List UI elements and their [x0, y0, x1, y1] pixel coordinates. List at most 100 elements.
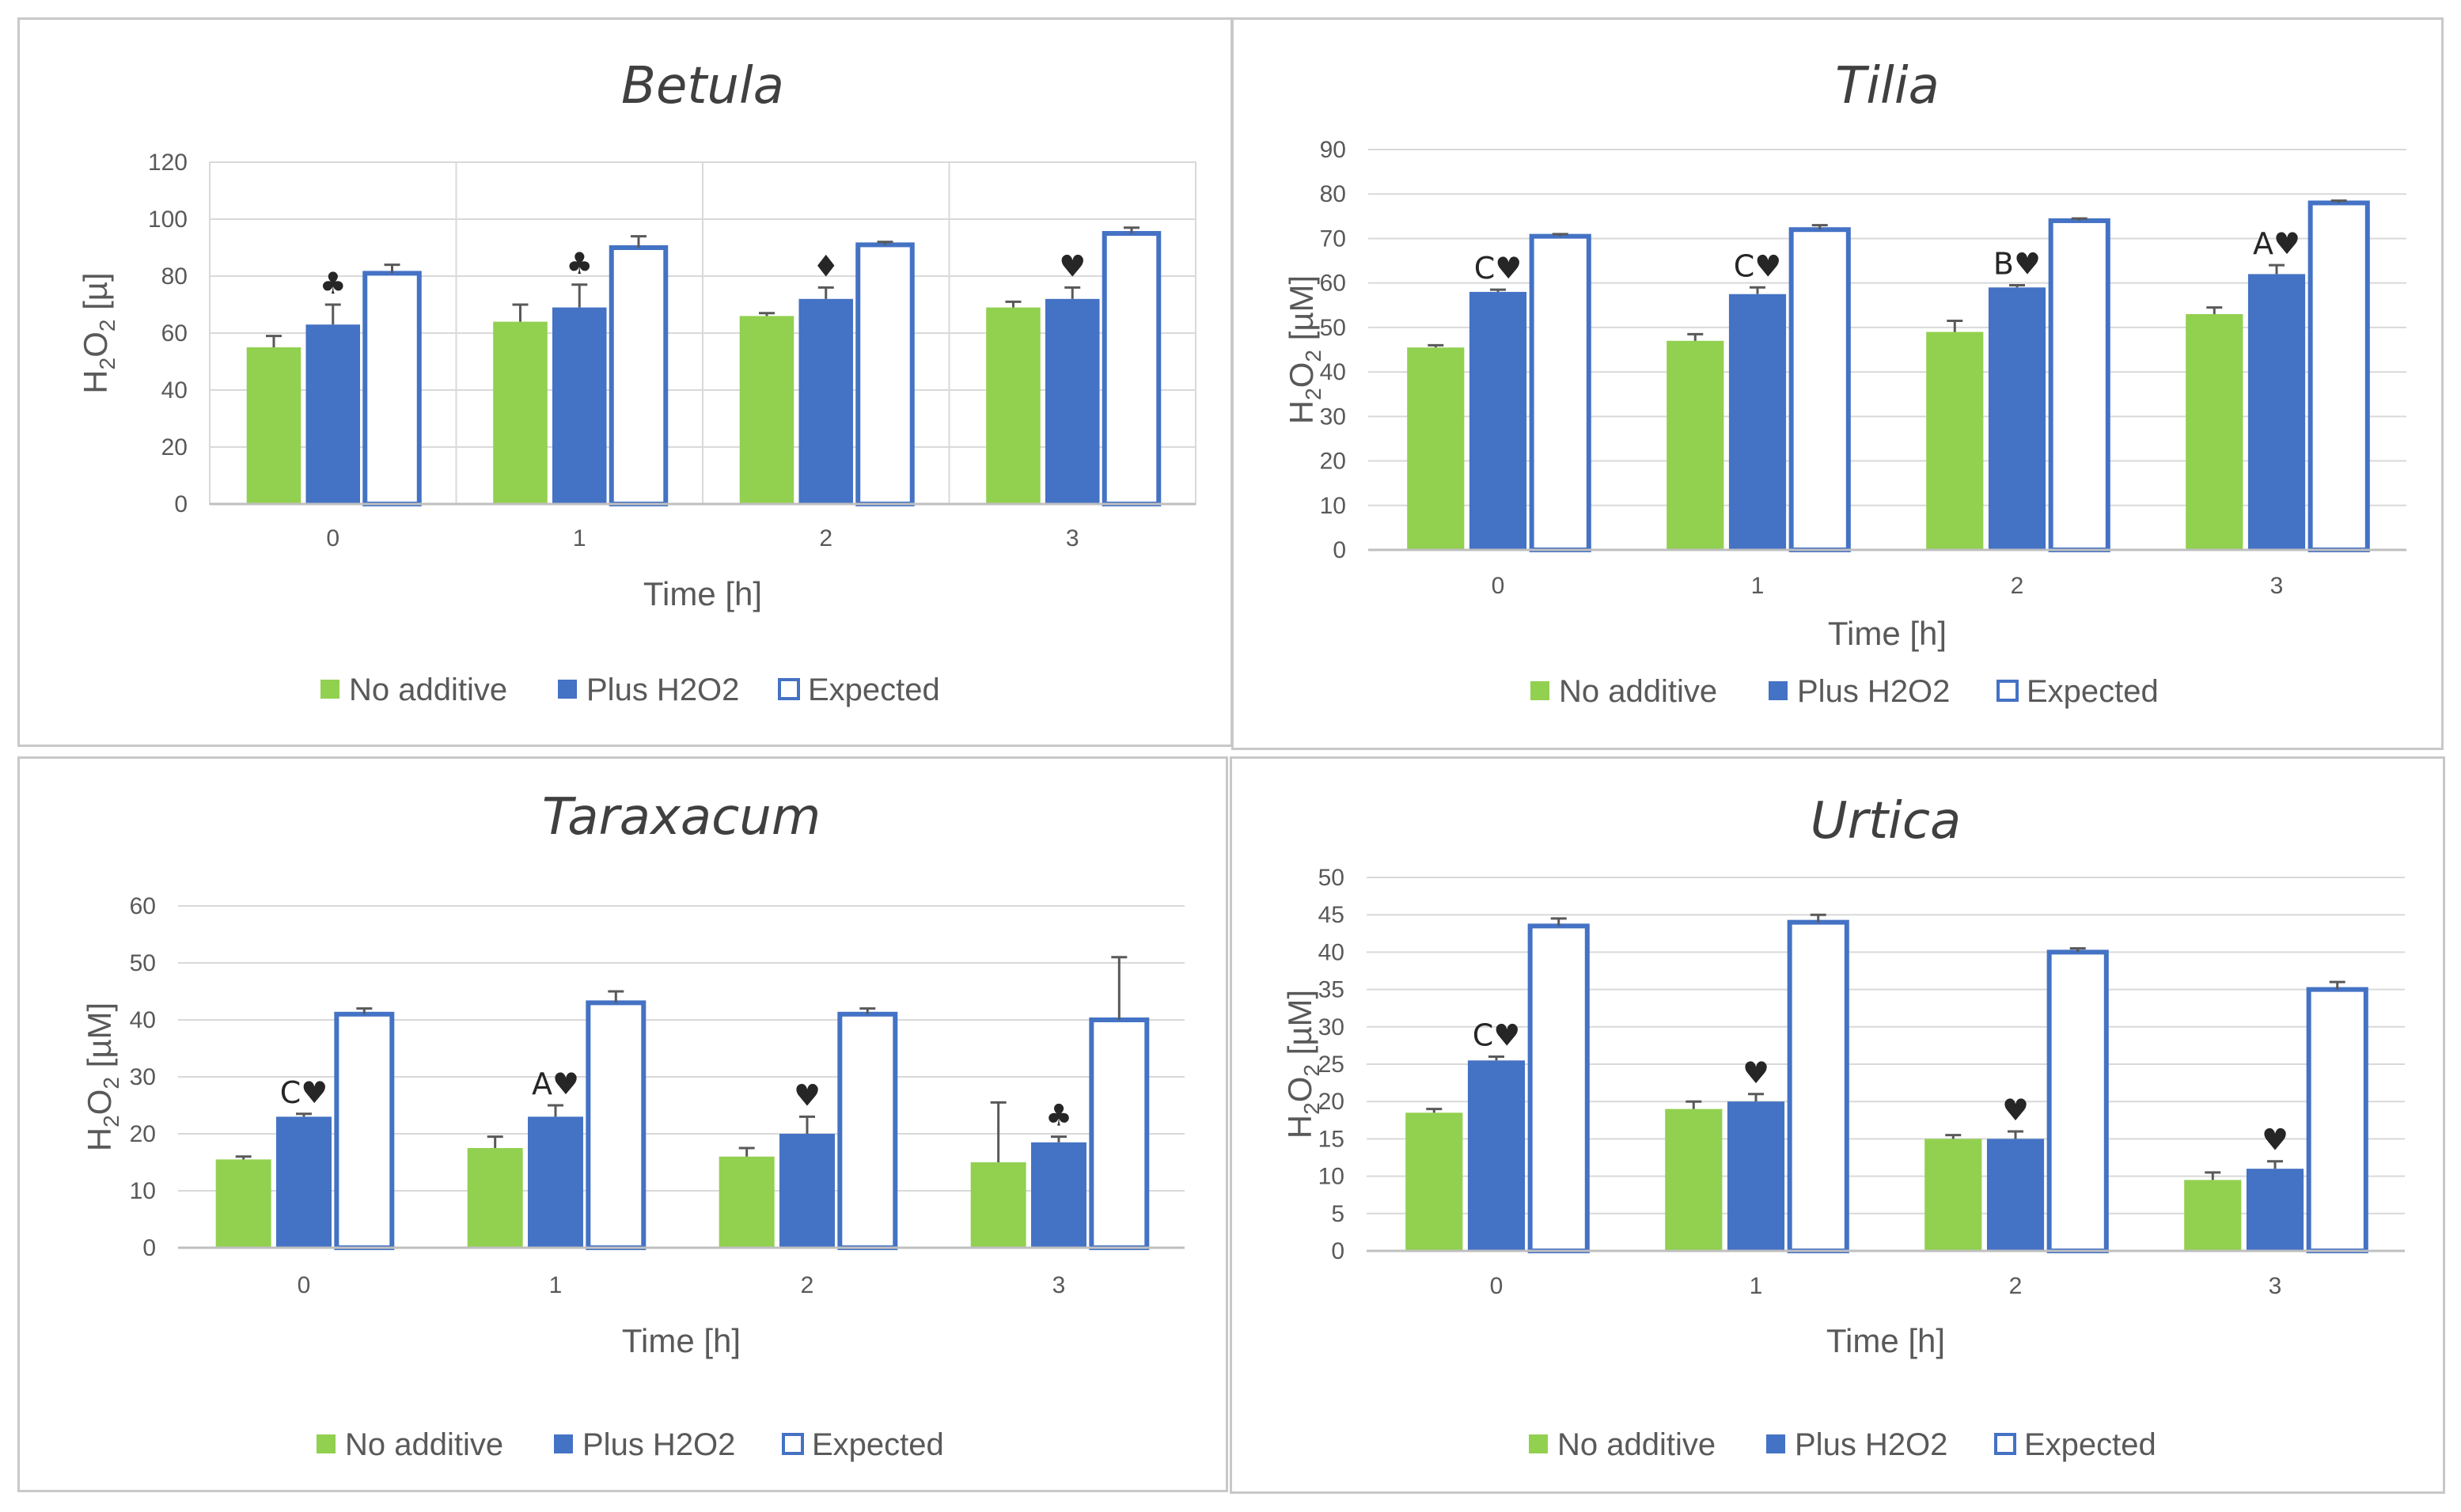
bar-plus-h2o2 [2246, 1169, 2304, 1251]
y-tick-label: 90 [1320, 137, 1346, 163]
bar-no-additive [2184, 1180, 2242, 1251]
legend-label: Expected [808, 673, 940, 707]
y-tick-label: 10 [130, 1178, 156, 1204]
x-tick-label: 2 [819, 525, 832, 551]
y-tick-label: 0 [142, 1235, 156, 1261]
significance-label: C♥ [1734, 248, 1782, 283]
y-tick-label: 40 [1318, 939, 1344, 965]
bar-no-additive [2186, 314, 2243, 550]
chart-title: Taraxacum [542, 788, 821, 847]
legend-label: No additive [1557, 1427, 1716, 1462]
legend-swatch-expected [1996, 680, 2019, 702]
significance-label: A♥ [2253, 226, 2300, 261]
y-axis-label: H2O2 [µM] [81, 1002, 123, 1151]
legend-swatch-no-additive [1529, 1434, 1548, 1453]
bar-expected [1102, 231, 1162, 506]
bar-no-additive [1667, 340, 1724, 550]
y-tick-label: 20 [130, 1121, 156, 1147]
significance-label: A♥ [532, 1067, 579, 1101]
bar-plus-h2o2 [1728, 294, 1787, 550]
x-tick-label: 1 [549, 1272, 563, 1298]
bar-no-additive [246, 347, 301, 504]
legend-swatch-expected [778, 678, 800, 700]
y-tick-label: 30 [1318, 1014, 1344, 1040]
x-tick-label: 3 [2269, 1273, 2282, 1299]
legend-label: Expected [812, 1427, 944, 1462]
bar-expected [2307, 200, 2370, 552]
y-tick-label: 10 [1318, 1164, 1344, 1190]
bar-expected [2306, 987, 2368, 1253]
bar-expected [855, 242, 915, 506]
bar-plus-h2o2 [276, 1116, 332, 1248]
bar-no-additive [467, 1148, 523, 1248]
bar-expected [1529, 233, 1591, 552]
bar-no-additive [1924, 1139, 1982, 1251]
y-tick-label: 60 [130, 893, 156, 919]
legend-label: No additive [1559, 674, 1717, 709]
bar-plus-h2o2 [2247, 274, 2306, 550]
legend-swatch-no-additive [317, 1434, 336, 1453]
bar-plus-h2o2 [1045, 298, 1100, 504]
bar-expected [837, 1011, 898, 1250]
y-axis-label: H2O2 [µM] [1281, 990, 1324, 1139]
x-tick-label: 3 [1066, 525, 1079, 551]
x-axis-label: Time [h] [622, 1322, 741, 1359]
y-tick-label: 35 [1318, 977, 1344, 1003]
chart-title: Urtica [1811, 792, 1961, 851]
x-tick-label: 0 [298, 1272, 311, 1298]
bar-no-additive [493, 321, 548, 504]
y-axis-label: H2O2 [µ] [77, 272, 119, 393]
legend-swatch-expected [782, 1433, 804, 1455]
bar-plus-h2o2 [1469, 291, 1527, 550]
y-tick-label: 50 [1318, 865, 1344, 891]
chart-panel-taraxacum: Taraxacum 0 10 20 30 40 50 60 C♥ 0 A♥ 1 ♥ 2 ♣ 3 Time [h]… [17, 756, 1228, 1492]
bar-no-additive [986, 307, 1041, 504]
x-tick-label: 1 [1750, 1273, 1763, 1299]
bar-no-additive [1407, 347, 1465, 550]
bar-expected [1788, 227, 1851, 552]
x-axis-label: Time [h] [1828, 615, 1947, 652]
bar-plus-h2o2 [552, 307, 607, 504]
y-tick-label: 70 [1320, 225, 1346, 252]
x-tick-label: 3 [2270, 573, 2284, 599]
significance-label: ♣ [566, 246, 593, 281]
y-tick-label: 20 [161, 434, 188, 460]
bar-plus-h2o2 [305, 324, 361, 504]
x-tick-label: 0 [326, 525, 339, 551]
y-tick-label: 60 [1320, 271, 1346, 297]
y-tick-label: 10 [1320, 493, 1346, 519]
bar-expected [362, 271, 422, 506]
legend-swatch-no-additive [320, 680, 339, 699]
legend-label: Plus H2O2 [582, 1427, 735, 1462]
bar-expected [609, 245, 669, 506]
x-tick-label: 3 [1052, 1272, 1066, 1298]
bar-expected [1787, 919, 1849, 1253]
x-tick-label: 0 [1492, 573, 1505, 599]
legend-swatch-plus-h2o2 [1769, 681, 1788, 700]
bar-expected [1089, 1017, 1150, 1250]
significance-label: ♣ [1045, 1098, 1072, 1133]
y-tick-label: 120 [148, 150, 188, 176]
legend-label: Plus H2O2 [1795, 1427, 1947, 1462]
chart-panel-betula: Betula 0 20 40 60 80 100 120 ♣ 0 ♣ 1 ♦ 2 ♥ 3 Time [h] H2O… [17, 17, 1233, 747]
bar-plus-h2o2 [798, 298, 854, 504]
significance-label: ♥ [794, 1078, 821, 1112]
chart-tilia: Tilia 0 10 20 30 40 50 60 70 80 90 C♥ 0 C♥ 1 B♥ 2 A♥ 3 Time… [1283, 57, 2406, 709]
legend-swatch-plus-h2o2 [558, 680, 577, 699]
chart-urtica: Urtica 0 5 10 15 20 25 30 35 40 45 50 C♥ 0 ♥ 1 ♥ 2 ♥ 3 Time … [1281, 792, 2405, 1462]
significance-label: ♥ [1742, 1055, 1769, 1090]
bar-no-additive [719, 1156, 775, 1248]
significance-label: ♦ [813, 248, 840, 283]
legend-label: No additive [349, 673, 507, 707]
y-tick-label: 80 [161, 263, 188, 290]
y-tick-label: 50 [130, 950, 156, 976]
significance-label: ♣ [320, 266, 347, 301]
bar-plus-h2o2 [1467, 1060, 1526, 1251]
x-tick-label: 1 [1751, 573, 1765, 599]
significance-label: ♥ [2262, 1123, 2288, 1158]
x-tick-label: 2 [801, 1272, 814, 1298]
significance-label: B♥ [1993, 246, 2041, 281]
bar-plus-h2o2 [1988, 287, 2046, 550]
chart-betula: Betula 0 20 40 60 80 100 120 ♣ 0 ♣ 1 ♦ 2 ♥ 3 Time [h] H2O… [77, 57, 1196, 707]
